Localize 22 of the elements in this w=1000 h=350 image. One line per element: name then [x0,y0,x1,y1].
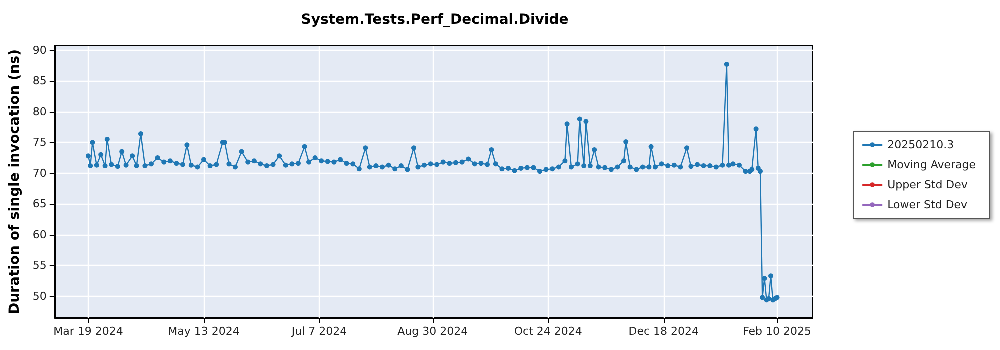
x-tick-label: Mar 19 2024 [54,325,124,338]
x-tick-label: Jul 7 2024 [290,325,348,338]
x-tick-label: Oct 24 2024 [514,325,582,338]
x-tick-label: May 13 2024 [168,325,240,338]
y-tick-label: 50 [32,290,47,303]
legend-label: Moving Average [888,158,976,172]
y-tick-label: 75 [32,136,47,150]
legend-label: Upper Std Dev [888,178,968,192]
chart-title: System.Tests.Perf_Decimal.Divide [301,12,569,28]
y-tick-label: 65 [32,198,47,211]
x-tick-label: Aug 30 2024 [398,325,468,338]
y-tick-label: 70 [32,166,47,180]
y-tick-label: 80 [32,105,47,118]
y-tick-label: 55 [32,259,47,272]
x-tick-label: Dec 18 2024 [628,325,700,338]
y-tick-label: 90 [32,44,47,57]
y-tick-label: 60 [32,228,47,242]
y-axis-title: Duration of single invocation (ns) [7,49,23,315]
legend-label: 20250210.3 [888,138,954,152]
legend-label: Lower Std Dev [888,198,968,212]
x-tick-label: Feb 10 2025 [743,325,812,338]
y-tick-label: 85 [32,74,47,88]
